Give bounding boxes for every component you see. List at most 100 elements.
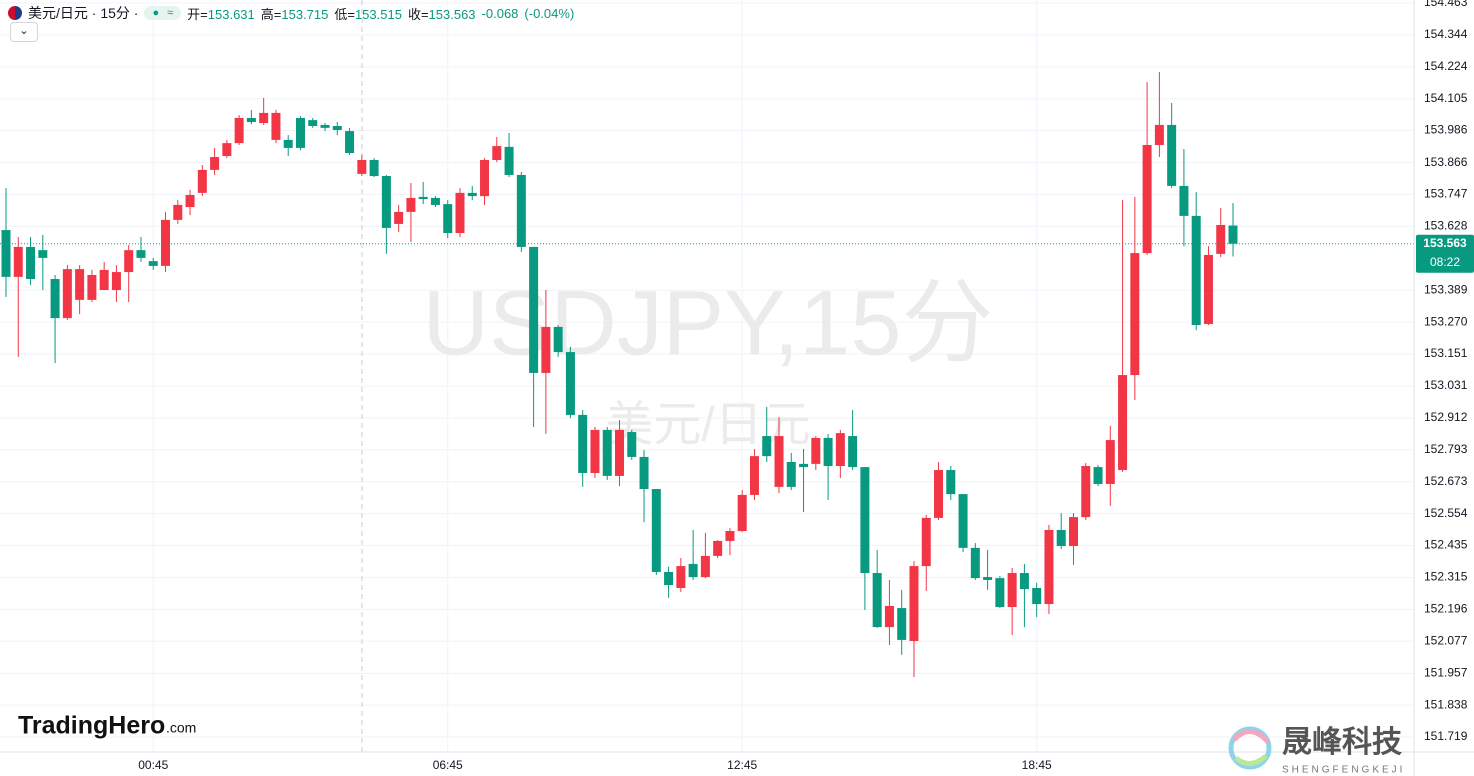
candle-body bbox=[357, 159, 367, 174]
candle-body bbox=[700, 555, 710, 578]
candle-body bbox=[749, 456, 759, 495]
candle-body bbox=[1019, 573, 1029, 590]
y-tick-label: 154.105 bbox=[1424, 91, 1468, 105]
candle-body bbox=[995, 578, 1005, 608]
candle-body bbox=[1056, 529, 1066, 547]
status-wave: ≈ bbox=[167, 7, 174, 19]
ohlc-label: 开= bbox=[187, 6, 208, 22]
ohlc-item: 低=153.515 bbox=[334, 4, 402, 23]
y-tick-label: 153.151 bbox=[1424, 346, 1468, 360]
y-tick-label: 154.463 bbox=[1424, 0, 1468, 9]
candle-body bbox=[430, 197, 440, 205]
candle-body bbox=[75, 269, 85, 300]
x-tick-label: 18:45 bbox=[1022, 758, 1052, 772]
status-pill[interactable]: ● ≈ bbox=[144, 6, 182, 20]
ohlc-value: 153.515 bbox=[354, 6, 402, 22]
candle-body bbox=[283, 139, 293, 148]
candle-body bbox=[1203, 254, 1213, 324]
logo-arc bbox=[1232, 729, 1270, 744]
candle-body bbox=[1228, 225, 1238, 244]
ohlc-value: 153.631 bbox=[207, 6, 255, 22]
y-tick-label: 152.912 bbox=[1424, 410, 1468, 424]
candle-body bbox=[394, 211, 404, 224]
candle-body bbox=[406, 197, 416, 212]
candle-body bbox=[50, 279, 60, 319]
candle-body bbox=[381, 176, 391, 228]
brand-right-pinyin: SHENGFENGKEJI bbox=[1282, 765, 1405, 776]
y-tick-label: 153.628 bbox=[1424, 218, 1468, 232]
candle-body bbox=[173, 204, 183, 220]
candle-body bbox=[222, 143, 232, 156]
candle-body bbox=[799, 463, 809, 468]
candle-body bbox=[578, 414, 588, 473]
candle-body bbox=[884, 605, 894, 628]
x-tick-label: 12:45 bbox=[727, 758, 757, 772]
brand-right: 晟峰科技 bbox=[1282, 726, 1402, 759]
candle-body bbox=[87, 275, 97, 300]
ohlc-item: 高=153.715 bbox=[261, 4, 329, 23]
candle-body bbox=[418, 196, 428, 200]
ohlc-label: 收= bbox=[407, 6, 429, 22]
candle-body bbox=[983, 577, 993, 580]
ohlc: 开=153.631 高=153.715 低=153.515 收=153.563 bbox=[187, 4, 475, 23]
candle-body bbox=[737, 494, 747, 532]
candle-body bbox=[467, 192, 477, 197]
candle-body bbox=[480, 159, 490, 197]
candle-body bbox=[872, 573, 882, 628]
candle-body bbox=[1105, 440, 1115, 484]
ohlc-value: 153.563 bbox=[428, 6, 476, 22]
candle-body bbox=[1, 230, 11, 277]
y-tick-label: 152.196 bbox=[1424, 602, 1468, 616]
ohlc-item: 开=153.631 bbox=[187, 4, 255, 23]
candle-body bbox=[602, 429, 612, 476]
y-tick-label: 153.270 bbox=[1424, 314, 1468, 328]
y-tick-label: 153.747 bbox=[1424, 187, 1468, 201]
ohlc-label: 高= bbox=[260, 6, 282, 22]
price-tag-label: 153.563 bbox=[1423, 236, 1467, 250]
header: 美元/日元 · 15分 · ● ≈ 开=153.631 高=153.715 低=153… bbox=[8, 3, 574, 23]
y-tick-label: 154.344 bbox=[1424, 27, 1468, 41]
candle-body bbox=[860, 467, 870, 574]
candles bbox=[0, 71, 1414, 678]
candle-body bbox=[111, 272, 121, 290]
candle-body bbox=[1154, 124, 1164, 145]
candle-body bbox=[934, 470, 944, 518]
flag-icon bbox=[8, 6, 22, 20]
candle-body bbox=[1130, 253, 1140, 376]
candle-body bbox=[516, 174, 526, 247]
change: -0.068 bbox=[481, 5, 519, 21]
candle-body bbox=[615, 429, 624, 476]
y-tick-label: 151.838 bbox=[1424, 697, 1468, 711]
candle-body bbox=[185, 195, 195, 208]
candle-body bbox=[970, 547, 980, 579]
logo-arc bbox=[1234, 754, 1268, 766]
candle-body bbox=[1081, 466, 1091, 518]
candle-body bbox=[234, 117, 244, 144]
symbol-title: 美元/日元 · 15分 · bbox=[28, 5, 139, 21]
candle-body bbox=[259, 112, 269, 124]
change-pct: (-0.04%) bbox=[524, 5, 575, 21]
y-tick-label: 153.031 bbox=[1424, 378, 1468, 392]
candle-body bbox=[590, 429, 600, 473]
collapse-button[interactable]: ⌄ bbox=[10, 22, 38, 42]
candle-body bbox=[786, 462, 796, 487]
candle-body bbox=[774, 436, 784, 487]
candle-body bbox=[492, 146, 502, 160]
countdown-label: 08:22 bbox=[1430, 255, 1460, 269]
candle-body bbox=[136, 250, 146, 258]
candle-body bbox=[26, 246, 36, 280]
candle-body bbox=[1032, 588, 1042, 605]
y-tick-label: 153.389 bbox=[1424, 282, 1468, 296]
candle-body bbox=[148, 261, 158, 266]
candle-body bbox=[504, 146, 514, 175]
candle-body bbox=[762, 436, 772, 457]
y-tick-label: 152.793 bbox=[1424, 442, 1468, 456]
y-tick-label: 151.719 bbox=[1424, 729, 1468, 743]
y-tick-label: 154.224 bbox=[1424, 59, 1468, 73]
candle-body bbox=[811, 437, 821, 464]
candle-body bbox=[1093, 467, 1103, 484]
candle-body bbox=[958, 494, 968, 548]
candle-body bbox=[13, 246, 23, 277]
candle-body bbox=[1216, 224, 1226, 254]
